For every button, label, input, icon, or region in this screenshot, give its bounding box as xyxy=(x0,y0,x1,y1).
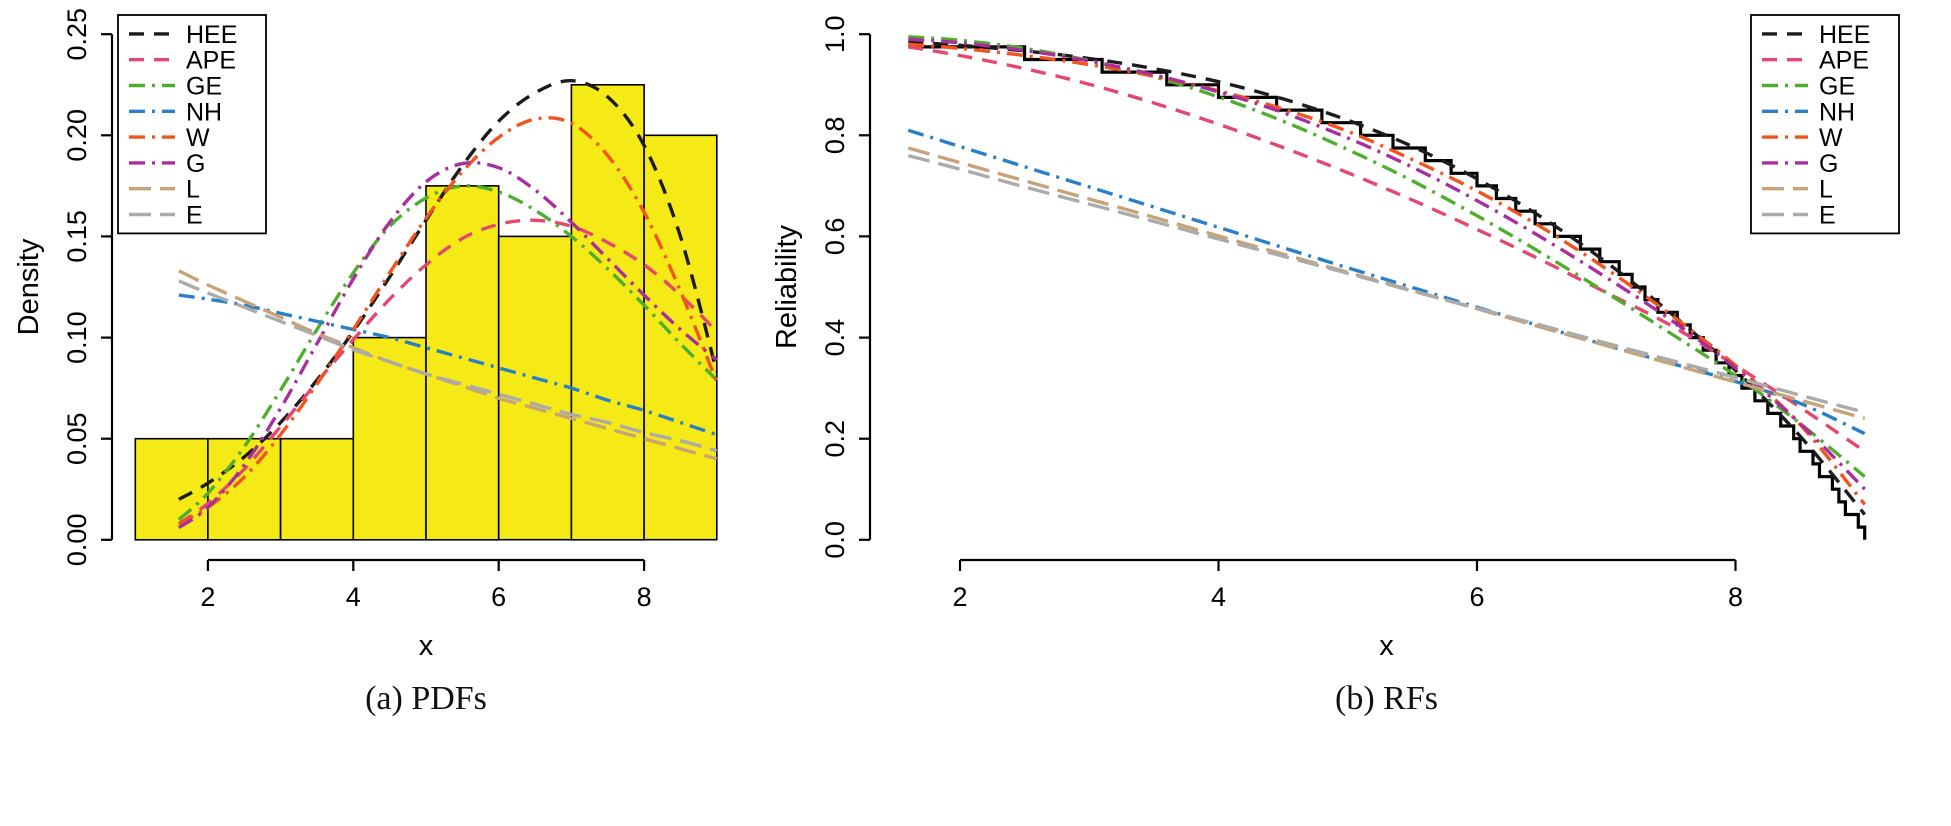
legend-label-L: L xyxy=(186,176,200,204)
legend-label-G: G xyxy=(1819,150,1838,178)
legend-label-APE: APE xyxy=(1819,47,1869,75)
curve-L xyxy=(907,146,1866,421)
histogram-bar xyxy=(497,235,573,541)
curve-E xyxy=(907,153,1866,415)
caption-pdfs: (a) PDFs xyxy=(365,680,487,717)
y-tick-label: 0.20 xyxy=(62,109,92,162)
curve-Empirical xyxy=(908,45,1867,540)
y-axis-title: Reliability xyxy=(771,224,803,349)
histogram-bar xyxy=(134,437,209,541)
legend-label-L: L xyxy=(1819,176,1833,204)
curve-NH xyxy=(178,293,718,437)
x-tick-label: 4 xyxy=(1211,582,1226,612)
caption-rfs: (b) RFs xyxy=(1335,680,1438,717)
histogram-bar xyxy=(643,134,718,541)
curve-G xyxy=(177,160,718,530)
histogram-bar xyxy=(207,437,282,541)
curve-W xyxy=(908,42,1867,506)
y-tick-label: 0.8 xyxy=(820,117,850,155)
legend-label-HEE: HEE xyxy=(186,21,237,49)
x-tick-label: 4 xyxy=(346,582,361,612)
x-tick-label: 6 xyxy=(1469,582,1484,612)
pdf-chart: 2 4 6 8 0.00 0.05 0.10 0.15 0.20 0.25 x Density HEEA… xyxy=(13,8,719,662)
legend-label-W: W xyxy=(186,124,210,152)
y-tick-label: 1.0 xyxy=(820,15,850,53)
legend-label-GE: GE xyxy=(1819,73,1855,101)
x-tick-label: 2 xyxy=(200,582,215,612)
legend-label-E: E xyxy=(1819,202,1836,230)
y-tick-label: 0.6 xyxy=(820,218,850,256)
histogram-bar xyxy=(352,336,427,541)
curve-G xyxy=(908,37,1866,491)
legend-box xyxy=(117,14,267,235)
y-axis-title: Density xyxy=(13,238,45,335)
curve-APE xyxy=(177,218,718,525)
legend-label-NH: NH xyxy=(186,98,222,126)
x-tick-label: 8 xyxy=(637,582,652,612)
x-tick-label: 8 xyxy=(1728,582,1743,612)
y-tick-label: 0.10 xyxy=(62,311,92,364)
legend-label-W: W xyxy=(1819,124,1843,152)
panel-pdfs: 2 4 6 8 0.00 0.05 0.10 0.15 0.20 0.25 x Density HEE A… xyxy=(0,0,770,826)
rf-chart: 2 4 6 8 0.0 0.2 0.4 0.6 0.8 1.0 x Reliability HEEAPE… xyxy=(771,14,1900,662)
curve-W xyxy=(178,116,719,526)
legend-box xyxy=(1750,14,1900,235)
curve-HEE xyxy=(908,40,1867,516)
legend-label-HEE: HEE xyxy=(1819,21,1870,49)
x-axis-title: x xyxy=(1379,630,1394,662)
panel-rfs: 2 4 6 8 0.0 0.2 0.4 0.6 0.8 1.0 x Reliability HEE APE… xyxy=(770,0,1951,826)
y-tick-label: 0.25 xyxy=(62,8,92,61)
legend-label-NH: NH xyxy=(1819,98,1855,126)
curve-GE xyxy=(177,184,718,521)
histogram-bar xyxy=(425,185,500,541)
y-tick-label: 0.2 xyxy=(820,420,850,458)
y-tick-label: 0.05 xyxy=(62,412,92,465)
legend-label-E: E xyxy=(186,202,203,230)
histogram-bar xyxy=(279,437,355,541)
x-axis-title: x xyxy=(419,630,434,662)
x-tick-label: 2 xyxy=(952,582,967,612)
histogram-bar xyxy=(570,84,645,541)
x-tick-label: 6 xyxy=(491,582,506,612)
y-tick-label: 0.00 xyxy=(62,514,92,567)
legend-label-GE: GE xyxy=(186,73,222,101)
curve-HEE xyxy=(178,78,719,501)
legend-label-APE: APE xyxy=(186,47,236,75)
curve-GE xyxy=(908,35,1866,478)
y-tick-label: 0.0 xyxy=(820,521,850,559)
curve-APE xyxy=(908,45,1866,453)
legend-label-G: G xyxy=(186,150,205,178)
y-tick-label: 0.15 xyxy=(62,210,92,263)
curve-E xyxy=(178,279,718,453)
y-tick-label: 0.4 xyxy=(820,319,850,357)
